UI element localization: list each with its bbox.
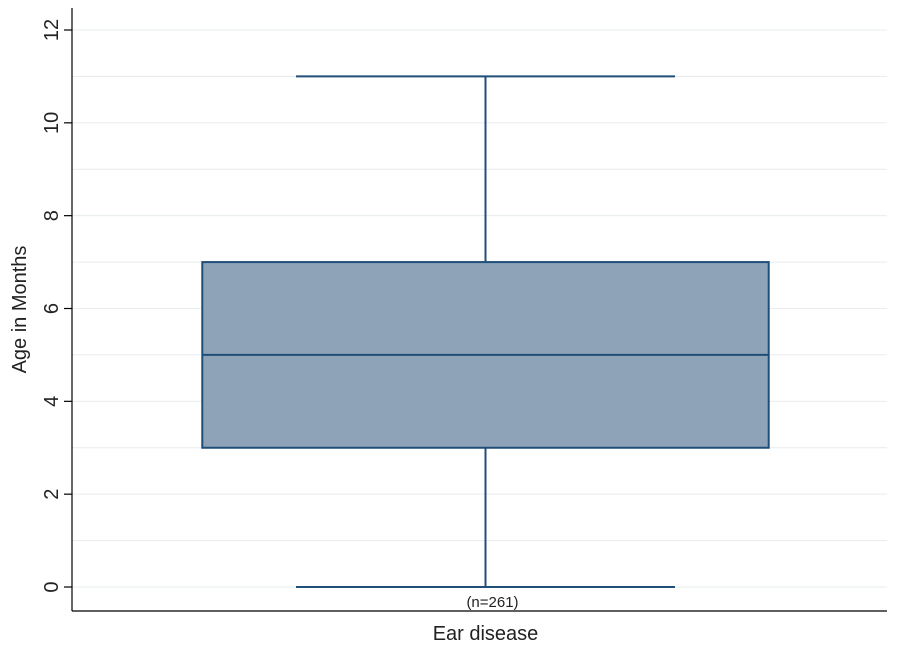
box-series: (n=261) bbox=[201, 75, 770, 611]
box-group: (n=261) bbox=[201, 75, 770, 611]
y-axis-title: Age in Months bbox=[9, 246, 31, 374]
y-tick-label: 2 bbox=[41, 489, 63, 500]
x-axis-title: Ear disease bbox=[433, 623, 539, 645]
y-tick-label: 6 bbox=[41, 303, 63, 314]
y-tick-label: 8 bbox=[41, 210, 63, 221]
y-tick-label: 0 bbox=[41, 581, 63, 592]
y-tick-label: 4 bbox=[41, 396, 63, 407]
y-axis-tick-labels: 0 2 4 6 8 10 12 bbox=[41, 19, 63, 593]
y-tick-label: 12 bbox=[41, 19, 63, 41]
y-tick-label: 10 bbox=[41, 112, 63, 134]
sample-size-label: (n=261) bbox=[466, 594, 518, 611]
y-axis-ticks bbox=[64, 29, 72, 588]
